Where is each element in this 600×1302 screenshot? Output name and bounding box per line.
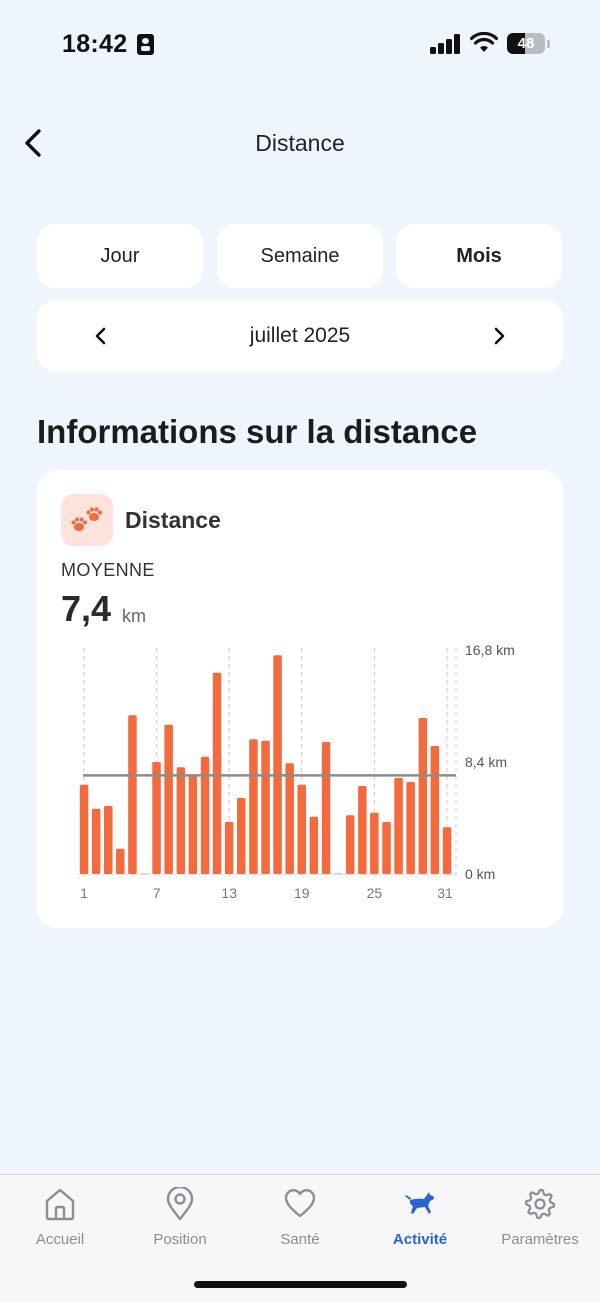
wifi-icon bbox=[470, 32, 498, 52]
chart-bar-day-30 bbox=[430, 746, 440, 874]
tab-parametres[interactable]: Paramètres bbox=[480, 1175, 600, 1265]
chart-bar-day-15 bbox=[249, 739, 258, 874]
bottom-tab-bar: Accueil Position Santé Activité Paramètr… bbox=[0, 1174, 600, 1302]
chevron-left-icon bbox=[95, 327, 106, 345]
chart-y-tick-label: 8,4 km bbox=[465, 754, 507, 770]
chart-x-tick-label: 19 bbox=[294, 885, 310, 901]
chart-bar-day-26 bbox=[382, 822, 391, 874]
section-title: Informations sur la distance bbox=[37, 413, 478, 450]
chart-bar-day-3 bbox=[104, 806, 113, 874]
page-title: Distance bbox=[255, 130, 345, 156]
chart-bar-day-7 bbox=[152, 762, 161, 874]
chart-bar-day-1 bbox=[79, 784, 89, 874]
tab-mois[interactable]: Mois bbox=[396, 224, 562, 288]
status-bar: 18:42 48 bbox=[0, 0, 600, 90]
chart-x-tick-label: 7 bbox=[153, 885, 161, 901]
average-value: 7,4 bbox=[61, 588, 112, 629]
tab-accueil[interactable]: Accueil bbox=[0, 1175, 120, 1265]
chart-y-tick-label: 16,8 km bbox=[465, 642, 515, 658]
chart-bar-day-14 bbox=[237, 798, 246, 874]
chart-x-tick-label: 1 bbox=[80, 885, 88, 901]
chart-bar-day-6 bbox=[140, 873, 149, 874]
gear-icon bbox=[524, 1188, 556, 1220]
chart-bar-day-19 bbox=[297, 784, 306, 874]
month-label: juillet 2025 bbox=[249, 324, 351, 347]
map-pin-icon bbox=[166, 1187, 194, 1221]
month-navigator: juillet 2025 bbox=[37, 300, 563, 372]
tab-label: Accueil bbox=[35, 1231, 85, 1248]
tab-label: Santé bbox=[280, 1231, 320, 1248]
id-card-icon bbox=[137, 34, 154, 55]
tab-label: Activité bbox=[392, 1231, 448, 1248]
distance-bar-chart: 16,8 km 8,4 km 0 km 1 7 13 19 25 31 bbox=[77, 642, 515, 901]
tab-jour[interactable]: Jour bbox=[37, 224, 203, 288]
chart-bar-day-17 bbox=[273, 655, 282, 874]
chart-bar-day-13 bbox=[224, 822, 234, 874]
chart-y-tick-label: 0 km bbox=[465, 866, 495, 882]
chart-bar-day-21 bbox=[321, 742, 331, 874]
chart-bar-day-8 bbox=[164, 724, 173, 874]
tab-activite[interactable]: Activité bbox=[360, 1175, 480, 1265]
distance-card: Distance MOYENNE 7,4 km 16,8 km 8,4 km 0 k… bbox=[37, 470, 563, 928]
chart-bar-day-18 bbox=[285, 763, 294, 874]
chart-bar-day-22 bbox=[333, 873, 343, 874]
chart-bar-day-10 bbox=[188, 775, 198, 874]
tab-position[interactable]: Position bbox=[120, 1175, 240, 1265]
chart-bar-day-4 bbox=[116, 848, 125, 874]
chart-bar-day-27 bbox=[394, 778, 403, 874]
chart-bar-day-24 bbox=[358, 786, 367, 874]
back-button[interactable] bbox=[18, 126, 50, 160]
chart-x-tick-label: 25 bbox=[367, 885, 383, 901]
nav-header: Distance bbox=[0, 110, 600, 176]
tab-label: Jour bbox=[100, 244, 140, 267]
battery-percentage: 48 bbox=[517, 35, 535, 52]
chevron-left-icon bbox=[25, 129, 41, 157]
average-unit: km bbox=[122, 606, 146, 626]
chart-bar-day-31 bbox=[442, 827, 452, 874]
chart-x-tick-label: 31 bbox=[437, 885, 453, 901]
paw-icon bbox=[71, 507, 102, 531]
chart-bar-day-25 bbox=[370, 812, 379, 874]
chart-bar-day-5 bbox=[128, 715, 137, 874]
tab-label: Position bbox=[153, 1231, 207, 1248]
previous-month-button[interactable] bbox=[87, 322, 115, 350]
chart-bar-day-20 bbox=[309, 816, 319, 874]
cellular-signal-icon bbox=[430, 34, 462, 54]
tab-sante[interactable]: Santé bbox=[240, 1175, 360, 1265]
battery-nub bbox=[547, 40, 550, 48]
tab-label: Semaine bbox=[260, 244, 340, 267]
chart-bar-day-16 bbox=[261, 740, 270, 874]
tab-label: Mois bbox=[456, 244, 502, 267]
chart-bar-day-11 bbox=[200, 756, 210, 874]
chart-x-tick-label: 13 bbox=[221, 885, 237, 901]
home-icon bbox=[45, 1188, 75, 1221]
next-month-button[interactable] bbox=[485, 322, 513, 350]
chart-bar-day-28 bbox=[406, 782, 415, 874]
card-title: Distance bbox=[125, 507, 221, 533]
chart-bar-day-9 bbox=[176, 767, 186, 874]
average-label: MOYENNE bbox=[61, 560, 155, 580]
tab-semaine[interactable]: Semaine bbox=[217, 224, 383, 288]
battery-icon: 48 bbox=[507, 33, 545, 54]
dog-running-icon bbox=[405, 1192, 434, 1214]
chart-bar-day-29 bbox=[418, 718, 428, 874]
home-indicator bbox=[194, 1281, 407, 1288]
card-icon-badge bbox=[61, 494, 113, 546]
tab-label: Paramètres bbox=[501, 1231, 579, 1248]
chart-bar-day-12 bbox=[212, 672, 222, 874]
chart-bar-day-23 bbox=[345, 815, 355, 874]
heart-icon bbox=[284, 1189, 316, 1218]
chevron-right-icon bbox=[494, 327, 505, 345]
status-time: 18:42 bbox=[62, 30, 128, 58]
chart-bar-day-2 bbox=[91, 808, 101, 874]
